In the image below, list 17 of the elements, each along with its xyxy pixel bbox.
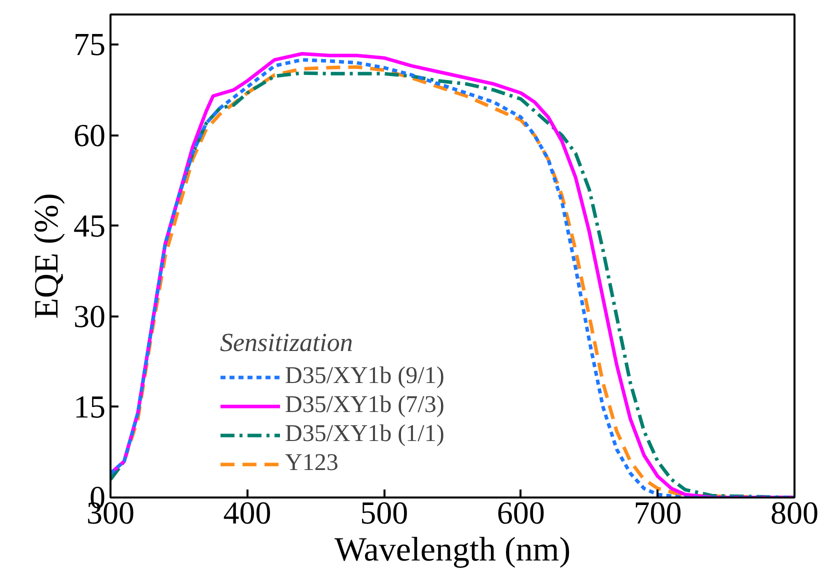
legend-label: Y123 xyxy=(285,450,338,477)
y-tick-label: 75 xyxy=(74,26,106,62)
legend-label: D35/XY1b (1/1) xyxy=(285,421,444,448)
x-tick-label: 600 xyxy=(496,494,545,530)
legend-label: D35/XY1b (7/3) xyxy=(285,392,444,419)
y-tick-label: 45 xyxy=(74,207,106,244)
x-axis-title: Wavelength (nm) xyxy=(334,532,571,568)
y-tick-label: 15 xyxy=(74,388,106,424)
y-tick-label: 60 xyxy=(74,116,106,153)
x-tick-label: 800 xyxy=(770,494,818,530)
x-tick-label: 500 xyxy=(360,494,408,530)
x-tick-label: 700 xyxy=(634,494,682,530)
legend-label: D35/XY1b (9/1) xyxy=(285,363,444,390)
x-tick-label: 400 xyxy=(223,494,272,530)
y-tick-label: 30 xyxy=(74,298,106,334)
y-axis-title: EQE (%) xyxy=(28,193,66,319)
legend-title: Sensitization xyxy=(220,328,354,358)
